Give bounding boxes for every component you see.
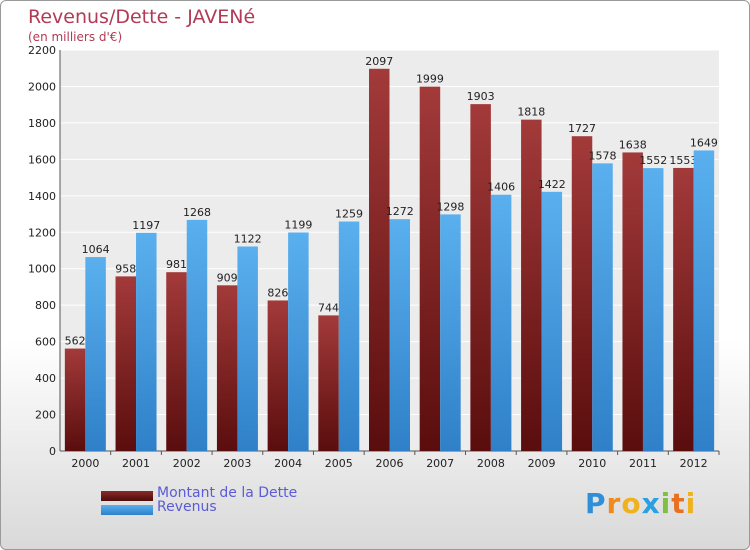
data-label-revenus: 1064 — [82, 243, 110, 256]
y-tick-label: 2200 — [28, 44, 56, 57]
y-tick-label: 1600 — [28, 153, 56, 166]
bar-revenus — [490, 194, 512, 451]
x-tick-label: 2002 — [173, 457, 201, 470]
y-tick-label: 1200 — [28, 226, 56, 239]
y-tick-label: 0 — [49, 445, 56, 458]
bar-revenus — [693, 150, 715, 452]
x-tick-label: 2004 — [274, 457, 302, 470]
bar-dette — [571, 136, 593, 451]
bar-dette — [521, 119, 542, 452]
data-label-revenus: 1578 — [589, 149, 617, 162]
logo-letter: i — [685, 487, 697, 520]
bar-dette — [470, 104, 491, 451]
y-tick-label: 1400 — [28, 190, 56, 203]
y-tick-label: 2000 — [28, 80, 56, 93]
bar-revenus — [136, 232, 157, 451]
bar-revenus — [186, 219, 208, 451]
bar-dette — [64, 348, 86, 451]
y-tick-label: 400 — [35, 372, 56, 385]
logo-letter: t — [671, 487, 686, 520]
bar-revenus — [440, 214, 461, 451]
data-label-revenus: 1552 — [639, 154, 667, 167]
bar-revenus — [642, 168, 664, 451]
logo-letter: i — [660, 487, 672, 520]
bar-dette — [115, 276, 137, 451]
data-label-revenus: 1298 — [436, 200, 464, 213]
bar-revenus — [338, 221, 360, 451]
bar-dette — [673, 167, 694, 451]
data-label-dette: 1727 — [568, 122, 596, 135]
x-tick-label: 2003 — [223, 457, 251, 470]
bar-dette — [622, 152, 643, 452]
chart-subtitle: (en milliers d'€) — [28, 30, 123, 44]
data-label-dette: 562 — [65, 335, 86, 348]
legend-swatch-revenus — [101, 505, 153, 515]
x-tick-label: 2005 — [325, 457, 353, 470]
chart-title: Revenus/Dette - JAVENé — [28, 6, 256, 28]
x-tick-label: 2000 — [71, 457, 99, 470]
bar-dette — [216, 285, 238, 451]
logo-letter: x — [641, 487, 661, 520]
data-label-dette: 1999 — [416, 73, 444, 86]
data-label-dette: 1553 — [669, 154, 697, 167]
data-label-revenus: 1406 — [487, 181, 515, 194]
data-label-revenus: 1422 — [538, 178, 566, 191]
bar-dette — [419, 86, 441, 452]
data-label-dette: 1903 — [467, 90, 495, 103]
bar-dette — [369, 68, 390, 451]
bar-revenus — [288, 232, 309, 451]
data-label-revenus: 1649 — [690, 136, 718, 149]
data-label-dette: 1818 — [517, 106, 545, 119]
data-label-revenus: 1197 — [132, 219, 160, 232]
x-tick-label: 2008 — [477, 457, 505, 470]
x-tick-label: 2010 — [578, 457, 606, 470]
y-tick-label: 800 — [35, 299, 56, 312]
x-tick-label: 2006 — [376, 457, 404, 470]
data-label-dette: 981 — [166, 258, 187, 271]
data-label-dette: 1638 — [619, 138, 647, 151]
bar-revenus — [85, 257, 106, 451]
bar-dette — [267, 300, 289, 451]
x-tick-label: 2009 — [528, 457, 556, 470]
x-tick-label: 2012 — [680, 457, 708, 470]
x-tick-label: 2001 — [122, 457, 150, 470]
bar-revenus — [541, 191, 563, 452]
data-label-revenus: 1259 — [335, 208, 363, 221]
y-tick-label: 1000 — [28, 263, 56, 276]
data-label-dette: 744 — [318, 301, 339, 314]
data-label-revenus: 1268 — [183, 206, 211, 219]
bar-revenus — [237, 246, 258, 451]
legend-label-revenus: Revenus — [157, 499, 217, 515]
y-tick-label: 600 — [35, 336, 56, 349]
x-tick-label: 2011 — [629, 457, 657, 470]
data-label-dette: 958 — [115, 262, 136, 275]
x-tick-label: 2007 — [426, 457, 454, 470]
bar-dette — [318, 315, 339, 451]
legend-label-dette: Montant de la Dette — [157, 485, 298, 501]
data-label-dette: 826 — [267, 286, 288, 299]
proxiti-logo: Proxiti — [585, 487, 696, 520]
y-tick-label: 1800 — [28, 117, 56, 130]
data-label-revenus: 1199 — [284, 218, 312, 231]
bar-revenus — [592, 163, 613, 451]
bar-revenus — [389, 219, 410, 451]
data-label-dette: 2097 — [365, 55, 393, 68]
logo-letter: o — [621, 487, 642, 520]
y-tick-label: 200 — [35, 409, 56, 422]
legend-swatch-dette — [101, 491, 153, 501]
data-label-revenus: 1122 — [234, 232, 262, 245]
bar-dette — [166, 272, 187, 451]
logo-letter: r — [606, 487, 622, 520]
logo-letter: P — [585, 487, 607, 520]
data-label-revenus: 1272 — [386, 205, 414, 218]
data-label-dette: 909 — [217, 271, 238, 284]
